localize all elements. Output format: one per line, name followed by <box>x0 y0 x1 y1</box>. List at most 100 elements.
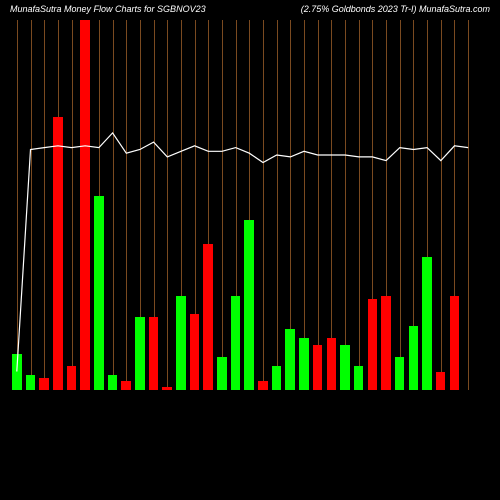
x-label: 2920.80 475.64% <box>92 392 106 500</box>
x-label: 2970.00 491.14% <box>434 392 448 500</box>
x-label: 2920.00 689.76% <box>174 392 188 500</box>
bar-down <box>258 381 268 390</box>
bar-slot <box>352 20 366 390</box>
x-label: 2918.95 117.72% <box>215 392 229 500</box>
bar-slot <box>393 20 407 390</box>
x-label: 2770.00 320.00% <box>24 392 38 500</box>
x-label: 2860.80 667.87% <box>133 392 147 500</box>
x-label: 2943.00 424.87% <box>201 392 215 500</box>
bar-up <box>176 296 186 390</box>
x-label: 2900.95 688.86% <box>160 392 174 500</box>
x-label: 2840.00 630.08% <box>51 392 65 500</box>
x-label: 2865.65 457.58% <box>270 392 284 500</box>
bar-slot <box>160 20 174 390</box>
plot-area: MunafaSutra Money Flow Charts for SGBNOV… <box>0 0 500 390</box>
x-label: 2900.00 685.28% <box>65 392 79 500</box>
bars-container <box>10 20 475 390</box>
bar-up <box>395 357 405 390</box>
bar-down <box>39 378 49 390</box>
title-right: (2.75% Goldbonds 2023 Tr-I) MunafaSutra.… <box>301 4 490 14</box>
bar-down <box>149 317 159 390</box>
x-label: 2969.00 681.31% <box>448 392 462 500</box>
bar-slot <box>106 20 120 390</box>
bar-slot <box>270 20 284 390</box>
x-label: 2930.00 595.00% <box>324 392 338 500</box>
x-label: 2950.00 546.39% <box>229 392 243 500</box>
bar-down <box>162 387 172 390</box>
x-label: 2940.00 548.73% <box>393 392 407 500</box>
bar-slot <box>147 20 161 390</box>
x-label-text: 45.92 11100% <box>468 392 475 436</box>
chart-container: MunafaSutra Money Flow Charts for SGBNOV… <box>0 0 500 500</box>
bar-slot <box>324 20 338 390</box>
bar-up <box>26 375 36 390</box>
x-label: 2920.10 213.24% <box>365 392 379 500</box>
bar-slot <box>448 20 462 390</box>
bar-slot <box>338 20 352 390</box>
bar-slot <box>37 20 51 390</box>
bar-down <box>190 314 200 390</box>
bar-slot <box>215 20 229 390</box>
x-label: 2935.00 644.02% <box>283 392 297 500</box>
bar-slot <box>229 20 243 390</box>
bar-up <box>340 345 350 390</box>
bar-down <box>67 366 77 390</box>
bar-down <box>381 296 391 390</box>
x-label: 2500.00 191.13% <box>10 392 24 500</box>
bar-slot <box>434 20 448 390</box>
bar-up <box>135 317 145 390</box>
bar-down <box>368 299 378 390</box>
bar-slot <box>379 20 393 390</box>
bar-slot <box>78 20 92 390</box>
bar-up <box>231 296 241 390</box>
x-labels: 2500.00 191.13%2770.00 320.00%2779.40 17… <box>10 392 475 500</box>
x-label: 2850.00 141.31% <box>106 392 120 500</box>
bar-up <box>244 220 254 390</box>
bar-slot <box>297 20 311 390</box>
bar-slot <box>283 20 297 390</box>
x-label: 2920.00 476.38% <box>147 392 161 500</box>
bar-slot <box>174 20 188 390</box>
bar-down <box>121 381 131 390</box>
bar-up <box>354 366 364 390</box>
x-label: 2931.00 591.37% <box>311 392 325 500</box>
x-label: 2960.00 485.17% <box>256 392 270 500</box>
bar-slot <box>365 20 379 390</box>
bar-slot <box>10 20 24 390</box>
bar-up <box>422 257 432 390</box>
x-label: 2945.00 693.11% <box>242 392 256 500</box>
bar-up <box>409 326 419 390</box>
x-label: 2955.00 467.07% <box>406 392 420 500</box>
bar-down <box>80 20 90 390</box>
bar-slot <box>461 20 475 390</box>
x-label: 2945.00 329.42% <box>188 392 202 500</box>
bar-slot <box>311 20 325 390</box>
x-label: 2950.00 155.10% <box>119 392 133 500</box>
x-label: 2915.00 389.27% <box>352 392 366 500</box>
bar-up <box>299 338 309 390</box>
x-label: 2933.03 535.86% <box>338 392 352 500</box>
bar-up <box>272 366 282 390</box>
bar-slot <box>65 20 79 390</box>
bar-slot <box>201 20 215 390</box>
bar-slot <box>119 20 133 390</box>
bar-down <box>450 296 460 390</box>
bar-slot <box>406 20 420 390</box>
bar-slot <box>188 20 202 390</box>
bar-slot <box>256 20 270 390</box>
bar-up <box>94 196 104 390</box>
x-label: 2966.00 356.88% <box>420 392 434 500</box>
bar-slot <box>133 20 147 390</box>
bar-slot <box>92 20 106 390</box>
bar-slot <box>420 20 434 390</box>
x-label: 2779.40 178.91% <box>37 392 51 500</box>
bar-slot <box>51 20 65 390</box>
x-label: 2902.00 454.78% <box>78 392 92 500</box>
bar-slot <box>24 20 38 390</box>
bar-down <box>53 117 63 390</box>
bar-up <box>217 357 227 390</box>
x-label: 45.92 11100% <box>461 392 475 500</box>
bar-up <box>12 354 22 390</box>
bar-down <box>313 345 323 390</box>
bar-up <box>285 329 295 390</box>
